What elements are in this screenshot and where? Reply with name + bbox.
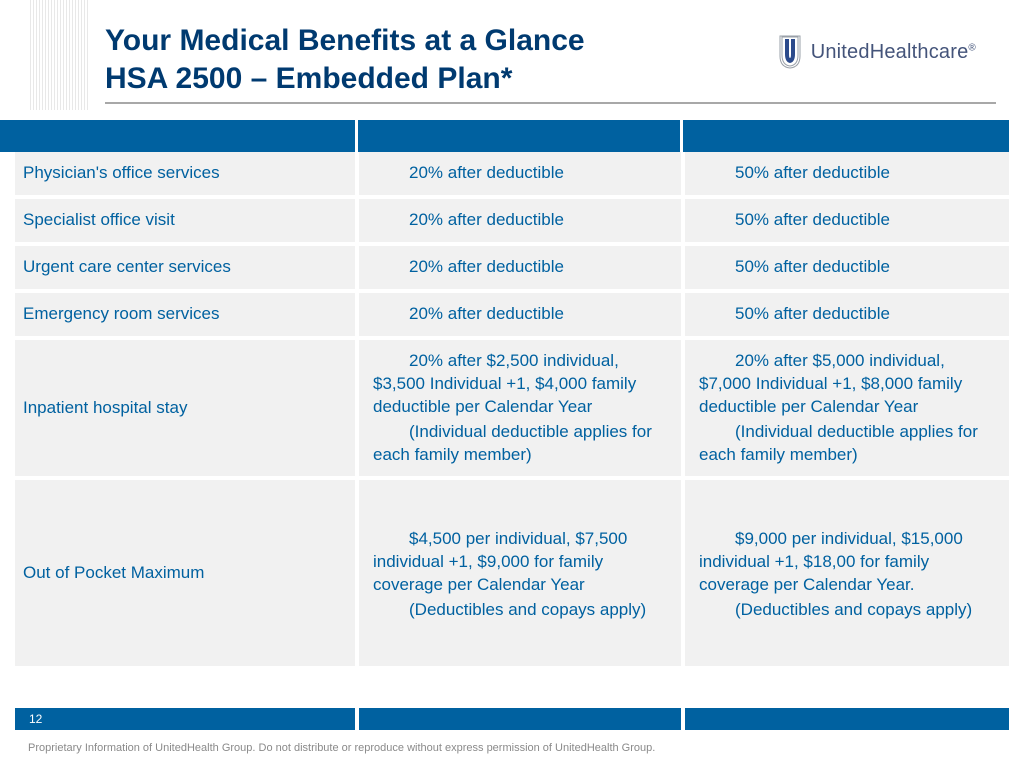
row-col3: 50% after deductible — [685, 246, 1009, 289]
page-number: 12 — [15, 712, 42, 726]
table-row: Out of Pocket Maximum $4,500 per individ… — [15, 480, 1009, 670]
row-col2: 20% after deductible — [359, 246, 681, 289]
row-col3: 50% after deductible — [685, 152, 1009, 195]
title-line-1: Your Medical Benefits at a Glance — [105, 22, 585, 60]
table-header-bar — [0, 120, 1009, 152]
slide-header: Your Medical Benefits at a Glance HSA 25… — [105, 22, 994, 97]
row-col2: $4,500 per individual, $7,500 individual… — [359, 480, 681, 666]
row-col2: 20% after deductible — [359, 152, 681, 195]
row-label: Specialist office visit — [15, 199, 355, 242]
brand-logo: UnitedHealthcare® — [777, 34, 976, 70]
table-row: Specialist office visit 20% after deduct… — [15, 199, 1009, 246]
table-row: Urgent care center services 20% after de… — [15, 246, 1009, 293]
row-label: Emergency room services — [15, 293, 355, 336]
benefits-table: Physician's office services 20% after de… — [15, 152, 1009, 710]
title-underline — [105, 102, 996, 104]
footer-bar: 12 — [15, 708, 1009, 730]
brand-logo-text: UnitedHealthcare® — [811, 41, 976, 64]
row-label: Out of Pocket Maximum — [15, 480, 355, 666]
row-label: Urgent care center services — [15, 246, 355, 289]
row-col2: 20% after $2,500 individual, $3,500 Indi… — [359, 340, 681, 477]
title-line-2: HSA 2500 – Embedded Plan* — [105, 60, 585, 98]
row-label: Physician's office services — [15, 152, 355, 195]
footer-disclaimer: Proprietary Information of UnitedHealth … — [28, 742, 655, 754]
table-row: Physician's office services 20% after de… — [15, 152, 1009, 199]
row-col3: 20% after $5,000 individual, $7,000 Indi… — [685, 340, 1009, 477]
row-col2: 20% after deductible — [359, 293, 681, 336]
row-col2: 20% after deductible — [359, 199, 681, 242]
shield-u-icon — [777, 34, 803, 70]
row-label: Inpatient hospital stay — [15, 340, 355, 477]
table-row: Inpatient hospital stay 20% after $2,500… — [15, 340, 1009, 481]
title-block: Your Medical Benefits at a Glance HSA 25… — [105, 22, 585, 97]
row-col3: 50% after deductible — [685, 199, 1009, 242]
row-col3: $9,000 per individual, $15,000 individua… — [685, 480, 1009, 666]
row-col3: 50% after deductible — [685, 293, 1009, 336]
left-stripe-accent — [30, 0, 90, 110]
table-row: Emergency room services 20% after deduct… — [15, 293, 1009, 340]
